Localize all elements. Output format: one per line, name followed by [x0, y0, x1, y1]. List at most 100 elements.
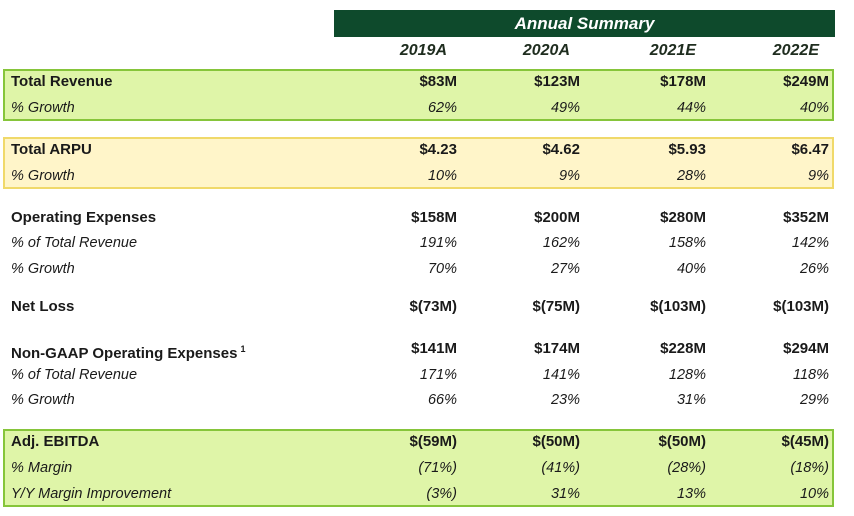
year-2019a: 2019A	[399, 42, 447, 59]
cell-value: $(45M)	[781, 433, 829, 450]
row-label-text: % of Total Revenue	[11, 235, 138, 251]
cell-value: 141%	[542, 367, 580, 383]
cell-value: 27%	[550, 261, 580, 277]
cell-value: $(73M)	[409, 298, 457, 315]
row-label: Operating Expenses	[11, 206, 156, 230]
annual-summary-title: Annual Summary	[514, 13, 655, 33]
cell-value: 171%	[419, 367, 457, 383]
table-row: % Margin (71%) (41%) (28%) (18%)	[0, 456, 854, 480]
cell-value: 49%	[550, 100, 580, 116]
row-label-text: % of Total Revenue	[11, 367, 138, 383]
cell-value: $228M	[660, 340, 706, 357]
cell-value: 40%	[799, 100, 829, 116]
row-label: Adj. EBITDA	[11, 430, 99, 454]
row-label: % of Total Revenue	[11, 231, 137, 255]
cell-value: $6.47	[791, 141, 829, 158]
cell-value: 10%	[427, 168, 457, 184]
table-row: % Growth 70% 27% 40% 26%	[0, 257, 854, 281]
row-label-text: Non-GAAP Operating Expenses	[11, 345, 238, 362]
table-row: Adj. EBITDA $(59M) $(50M) $(50M) $(45M)	[0, 430, 854, 454]
year-2021e: 2021E	[649, 42, 696, 59]
row-label: % Growth	[11, 388, 75, 412]
row-label-text: % Growth	[11, 392, 75, 408]
cell-value: $141M	[411, 340, 457, 357]
cell-value: 191%	[419, 235, 457, 251]
cell-value: 31%	[550, 486, 580, 502]
row-label-text: Net Loss	[11, 298, 75, 315]
table-row: Total Revenue $83M $123M $178M $249M	[0, 70, 854, 94]
row-label-text: Operating Expenses	[11, 209, 157, 226]
row-label: Net Loss	[11, 295, 74, 319]
row-label: % of Total Revenue	[11, 363, 137, 387]
cell-value: 13%	[676, 486, 706, 502]
cell-value: 66%	[427, 392, 457, 408]
cell-value: 10%	[799, 486, 829, 502]
cell-value: $178M	[660, 73, 706, 90]
table-row: Non-GAAP Operating Expenses 1 $141M $174M $2…	[0, 337, 854, 362]
cell-value: 70%	[427, 261, 457, 277]
table-row: % Growth 66% 23% 31% 29%	[0, 388, 854, 412]
cell-value: 29%	[799, 392, 829, 408]
table-row: % of Total Revenue 171% 141% 128% 118%	[0, 363, 854, 387]
cell-value: (71%)	[418, 460, 457, 476]
cell-value: 62%	[427, 100, 457, 116]
row-label: Y/Y Margin Improvement	[11, 482, 171, 506]
row-label-text: % Growth	[11, 261, 75, 277]
cell-value: 40%	[676, 261, 706, 277]
cell-value: 28%	[676, 168, 706, 184]
row-label-text: Total ARPU	[11, 141, 92, 158]
cell-value: $(103M)	[650, 298, 706, 315]
cell-value: $294M	[783, 340, 829, 357]
row-label-text: % Growth	[11, 168, 75, 184]
year-header-row: 2019A 2020A 2021E 2022E	[0, 42, 854, 66]
row-label: Total ARPU	[11, 138, 92, 162]
table-row: Net Loss $(73M) $(75M) $(103M) $(103M)	[0, 295, 854, 319]
cell-value: (18%)	[790, 460, 829, 476]
cell-value: $(50M)	[532, 433, 580, 450]
cell-value: $352M	[783, 209, 829, 226]
cell-value: $249M	[783, 73, 829, 90]
annual-summary-header: Annual Summary	[334, 10, 835, 37]
cell-value: 26%	[799, 261, 829, 277]
row-label-text: Y/Y Margin Improvement	[11, 486, 172, 502]
row-label-text: % Margin	[11, 460, 73, 476]
cell-value: $174M	[534, 340, 580, 357]
table-row: % Growth 62% 49% 44% 40%	[0, 96, 854, 120]
year-2020a: 2020A	[522, 42, 570, 59]
table-row: Operating Expenses $158M $200M $280M $352M	[0, 206, 854, 230]
year-2022e: 2022E	[772, 42, 819, 59]
cell-value: 23%	[550, 392, 580, 408]
cell-value: $158M	[411, 209, 457, 226]
cell-value: $(75M)	[532, 298, 580, 315]
cell-value: $4.62	[542, 141, 580, 158]
cell-value: 162%	[542, 235, 580, 251]
revenue-highlight-box	[3, 69, 834, 121]
cell-value: $5.93	[668, 141, 706, 158]
arpu-highlight-box	[3, 137, 834, 189]
cell-value: $4.23	[419, 141, 457, 158]
row-label: Non-GAAP Operating Expenses 1	[11, 337, 245, 366]
cell-value: 118%	[792, 367, 829, 383]
cell-value: 31%	[676, 392, 706, 408]
cell-value: 9%	[559, 168, 580, 184]
row-label: % Margin	[11, 456, 72, 480]
cell-value: 9%	[808, 168, 829, 184]
row-label: % Growth	[11, 96, 75, 120]
table-row: % of Total Revenue 191% 162% 158% 142%	[0, 231, 854, 255]
ebitda-highlight-box	[3, 429, 834, 507]
cell-value: $83M	[419, 73, 457, 90]
cell-value: 142%	[791, 235, 829, 251]
cell-value: (41%)	[541, 460, 580, 476]
row-label-text: Adj. EBITDA	[11, 433, 100, 450]
row-label: % Growth	[11, 164, 75, 188]
row-label: % Growth	[11, 257, 75, 281]
row-label: Total Revenue	[11, 70, 112, 94]
cell-value: $(103M)	[773, 298, 829, 315]
cell-value: $280M	[660, 209, 706, 226]
table-row: Total ARPU $4.23 $4.62 $5.93 $6.47	[0, 138, 854, 162]
cell-value: (28%)	[667, 460, 706, 476]
row-label-text: % Growth	[11, 100, 75, 116]
footnote-marker: 1	[240, 344, 246, 354]
table-row: Y/Y Margin Improvement (3%) 31% 13% 10%	[0, 482, 854, 506]
table-row: % Growth 10% 9% 28% 9%	[0, 164, 854, 188]
